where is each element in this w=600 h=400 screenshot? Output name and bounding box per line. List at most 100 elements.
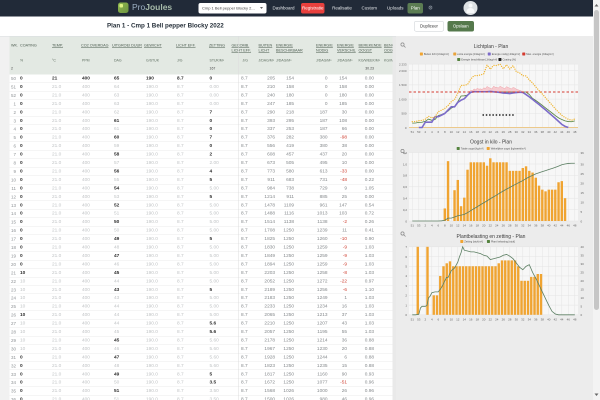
svg-text:30: 30 xyxy=(515,224,519,228)
svg-text:35: 35 xyxy=(581,254,585,258)
svg-text:40: 40 xyxy=(547,224,551,228)
svg-text:4: 4 xyxy=(431,318,433,322)
svg-text:5: 5 xyxy=(405,265,407,269)
svg-text:30: 30 xyxy=(581,162,585,166)
svg-text:48: 48 xyxy=(573,224,577,228)
svg-text:3: 3 xyxy=(405,284,407,288)
svg-text:30: 30 xyxy=(581,262,585,266)
svg-text:38: 38 xyxy=(541,224,545,228)
svg-text:53: 53 xyxy=(417,224,421,228)
svg-text:8: 8 xyxy=(444,224,446,228)
svg-text:20: 20 xyxy=(581,279,585,283)
svg-text:1,2: 1,2 xyxy=(403,151,408,155)
svg-text:20: 20 xyxy=(482,224,486,228)
svg-text:25: 25 xyxy=(581,271,585,275)
svg-text:extra energie [J/dag/m²]: extra energie [J/dag/m²] xyxy=(457,52,485,56)
svg-text:22: 22 xyxy=(489,224,493,228)
svg-text:32: 32 xyxy=(521,318,525,322)
svg-text:4: 4 xyxy=(431,224,433,228)
svg-text:16: 16 xyxy=(469,318,473,322)
svg-text:Totale oogst [kg/m²]: Totale oogst [kg/m²] xyxy=(461,147,484,151)
svg-text:30: 30 xyxy=(515,318,519,322)
svg-text:Lichtplan - Plan: Lichtplan - Plan xyxy=(474,44,509,50)
svg-text:0,6: 0,6 xyxy=(403,185,408,189)
svg-text:0,4: 0,4 xyxy=(403,196,408,200)
svg-text:42: 42 xyxy=(554,318,558,322)
svg-text:1,0: 1,0 xyxy=(403,162,408,166)
svg-text:16: 16 xyxy=(469,224,473,228)
svg-text:16: 16 xyxy=(469,130,473,134)
svg-text:20: 20 xyxy=(482,318,486,322)
svg-text:6: 6 xyxy=(437,130,439,134)
svg-text:34: 34 xyxy=(528,318,532,322)
svg-text:46: 46 xyxy=(567,130,571,134)
svg-text:48: 48 xyxy=(573,130,577,134)
svg-text:1 500: 1 500 xyxy=(399,83,407,87)
svg-text:2: 2 xyxy=(424,224,426,228)
svg-text:0: 0 xyxy=(581,219,583,223)
svg-text:40: 40 xyxy=(581,245,585,249)
svg-text:38: 38 xyxy=(541,130,545,134)
svg-text:1 000: 1 000 xyxy=(399,97,407,101)
svg-text:36: 36 xyxy=(581,151,585,155)
svg-text:10: 10 xyxy=(581,296,585,300)
svg-text:Wekelijkse oogst [kg/week/m²]: Wekelijkse oogst [kg/week/m²] xyxy=(491,147,526,151)
svg-text:12: 12 xyxy=(456,318,460,322)
svg-text:10: 10 xyxy=(581,200,585,204)
svg-text:26: 26 xyxy=(502,318,506,322)
svg-text:53: 53 xyxy=(417,318,421,322)
svg-text:0,2: 0,2 xyxy=(403,208,408,212)
svg-text:Plant belasting [stuk]: Plant belasting [stuk] xyxy=(491,240,515,244)
svg-text:34: 34 xyxy=(528,224,532,228)
svg-text:36: 36 xyxy=(534,130,538,134)
svg-text:10: 10 xyxy=(450,224,454,228)
svg-text:8: 8 xyxy=(444,318,446,322)
svg-text:Oogst in kilo - Plan: Oogst in kilo - Plan xyxy=(470,140,512,146)
svg-text:2: 2 xyxy=(424,130,426,134)
svg-text:12: 12 xyxy=(456,130,460,134)
svg-text:4: 4 xyxy=(431,130,433,134)
svg-text:36: 36 xyxy=(534,224,538,228)
svg-text:2: 2 xyxy=(405,294,407,298)
svg-text:36: 36 xyxy=(534,318,538,322)
svg-text:38: 38 xyxy=(541,318,545,322)
svg-text:10: 10 xyxy=(450,130,454,134)
svg-text:20: 20 xyxy=(581,181,585,185)
svg-text:0: 0 xyxy=(581,313,583,317)
svg-text:0: 0 xyxy=(405,126,407,130)
svg-text:6: 6 xyxy=(405,255,407,259)
svg-text:5: 5 xyxy=(581,305,583,309)
svg-text:25: 25 xyxy=(581,172,585,176)
svg-text:46: 46 xyxy=(567,224,571,228)
svg-text:44: 44 xyxy=(560,130,564,134)
svg-text:14: 14 xyxy=(463,224,467,228)
svg-text:18: 18 xyxy=(476,130,480,134)
svg-text:44: 44 xyxy=(560,318,564,322)
svg-text:42: 42 xyxy=(554,130,558,134)
svg-text:51: 51 xyxy=(411,130,415,134)
svg-text:500: 500 xyxy=(401,112,406,116)
svg-text:32: 32 xyxy=(521,130,525,134)
svg-text:40: 40 xyxy=(547,318,551,322)
svg-text:14: 14 xyxy=(463,318,467,322)
svg-text:0,8: 0,8 xyxy=(403,174,408,178)
svg-text:Energie nodig [J/dag/m²]: Energie nodig [J/dag/m²] xyxy=(492,52,521,56)
svg-text:6: 6 xyxy=(437,318,439,322)
svg-text:8: 8 xyxy=(444,130,446,134)
svg-text:Plantbelasting en zetting - Pl: Plantbelasting en zetting - Plan xyxy=(457,234,526,240)
svg-text:1: 1 xyxy=(405,303,407,307)
svg-text:14: 14 xyxy=(463,130,467,134)
svg-text:32: 32 xyxy=(521,224,525,228)
svg-text:42: 42 xyxy=(554,224,558,228)
svg-text:Zetting [stuk/m²]: Zetting [stuk/m²] xyxy=(464,240,483,244)
svg-text:22: 22 xyxy=(489,130,493,134)
svg-text:7: 7 xyxy=(405,245,407,249)
svg-text:26: 26 xyxy=(502,224,506,228)
svg-text:48: 48 xyxy=(573,318,577,322)
svg-text:20: 20 xyxy=(482,130,486,134)
svg-text:28: 28 xyxy=(508,130,512,134)
svg-text:15: 15 xyxy=(581,191,585,195)
svg-text:0: 0 xyxy=(405,313,407,317)
svg-text:40: 40 xyxy=(547,130,551,134)
svg-text:34: 34 xyxy=(528,130,532,134)
